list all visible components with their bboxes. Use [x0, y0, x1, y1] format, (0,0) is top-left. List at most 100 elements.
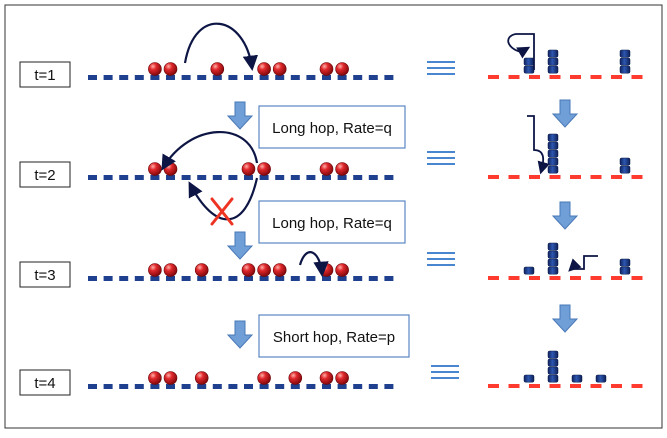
stack-block — [547, 258, 559, 267]
lattice-site — [244, 276, 253, 281]
stack-block — [547, 358, 559, 367]
stack-lattice-site — [529, 384, 540, 388]
lattice-site — [134, 276, 144, 281]
lattice-site — [306, 175, 316, 180]
stack-hop-bracket-icon — [507, 33, 535, 70]
lattice-site — [197, 75, 207, 80]
stack-block — [619, 266, 631, 275]
lattice-site — [353, 384, 363, 389]
down-arrow-icon — [551, 201, 579, 230]
lattice-site — [244, 175, 253, 180]
stack-lattice-site — [529, 276, 540, 280]
stack-block — [547, 266, 559, 275]
stack-lattice-site — [508, 384, 520, 388]
stack-block — [547, 157, 559, 166]
particle-ball — [272, 62, 287, 76]
lattice-site — [275, 384, 285, 389]
row-label-3-text: t=3 — [34, 267, 55, 284]
lattice-site — [150, 75, 160, 80]
lattice-site — [259, 175, 269, 180]
stack-block — [547, 149, 559, 158]
lattice-site — [119, 384, 129, 389]
lattice-site — [353, 276, 363, 281]
stack-lattice-site — [570, 276, 581, 280]
stack-lattice-site — [631, 276, 643, 280]
row-label-2: t=2 — [19, 161, 71, 188]
down-arrow-icon — [551, 99, 579, 128]
lattice-site — [228, 75, 238, 80]
particle-ball — [210, 62, 225, 76]
stack-block — [523, 65, 535, 74]
down-arrow-icon — [551, 304, 579, 333]
lattice-site — [259, 75, 269, 80]
row-label-1: t=1 — [19, 61, 71, 88]
stack-block — [619, 57, 631, 66]
lattice-site — [337, 384, 347, 389]
lattice-site — [166, 384, 175, 389]
long-hop-arrow-icon — [161, 131, 259, 171]
stack-block — [619, 65, 631, 74]
lattice-site — [181, 276, 191, 281]
stack-block — [547, 65, 559, 74]
lattice-site — [88, 175, 97, 180]
stack-lattice-site — [488, 384, 499, 388]
lattice-site — [181, 384, 191, 389]
lattice-site — [368, 75, 378, 80]
lattice-site — [88, 276, 97, 281]
lattice-site — [166, 175, 175, 180]
particle-ball — [148, 162, 162, 176]
stack-block — [523, 57, 535, 66]
lattice-site — [228, 175, 238, 180]
lattice-site — [103, 175, 113, 180]
stack-block — [547, 165, 559, 174]
lattice-site — [181, 175, 191, 180]
lattice-site — [353, 175, 363, 180]
lattice-site — [322, 175, 331, 180]
stack-row-1 — [488, 49, 643, 79]
lattice-site — [322, 75, 331, 80]
stack-lattice-site — [549, 276, 561, 280]
lattice-site — [306, 75, 316, 80]
lattice-site — [368, 276, 378, 281]
lattice-site — [212, 175, 222, 180]
stack-hop-arrow-icon — [516, 46, 531, 59]
cross-mark-icon — [210, 197, 234, 226]
lattice-site — [384, 175, 394, 180]
down-arrow-icon — [226, 320, 254, 349]
transition-label-3-text: Short hop, Rate=p — [273, 329, 395, 346]
lattice-site — [150, 276, 160, 281]
particle-ball — [241, 263, 256, 277]
lattice-site — [197, 384, 207, 389]
lattice-site — [353, 75, 363, 80]
particle-ball — [148, 62, 162, 76]
equivalence-sign-icon — [427, 61, 455, 75]
particle-ball — [272, 263, 287, 277]
particle-ball — [257, 371, 271, 385]
stack-block — [619, 49, 631, 58]
particle-ball — [163, 62, 178, 76]
lattice-site — [290, 75, 300, 80]
stack-lattice-site — [631, 75, 643, 79]
row-label-4-text: t=4 — [34, 375, 55, 392]
particle-ball — [288, 371, 303, 385]
particle-ball — [319, 62, 334, 76]
particle-ball — [163, 263, 178, 277]
lattice-site — [150, 175, 160, 180]
stack-lattice-site — [549, 384, 561, 388]
particle-ball — [319, 371, 334, 385]
short-hop-arrow-icon — [298, 251, 329, 278]
lattice-site — [244, 75, 253, 80]
long-hop-arrow-icon — [183, 22, 259, 72]
stack-block — [523, 266, 535, 275]
stack-lattice-site — [549, 175, 561, 179]
lattice-site — [166, 75, 175, 80]
lattice-site — [306, 276, 316, 281]
lattice-site — [275, 276, 285, 281]
stack-lattice-site — [590, 384, 602, 388]
particle-ball — [194, 371, 209, 385]
lattice-site — [166, 276, 175, 281]
stack-lattice-site — [611, 276, 622, 280]
transition-label-1: Long hop, Rate=q — [258, 105, 406, 149]
lattice-site — [212, 75, 222, 80]
